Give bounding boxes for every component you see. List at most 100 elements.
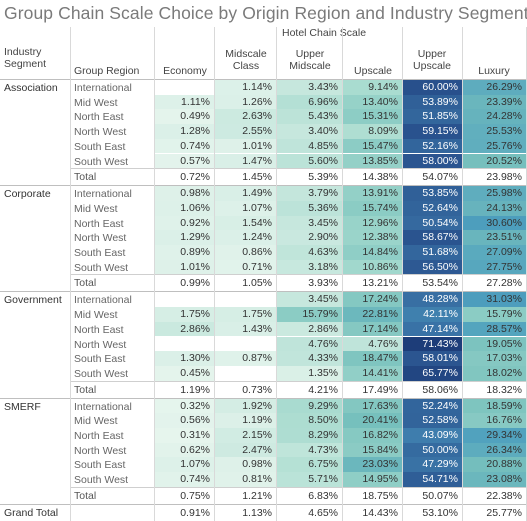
data-cell: 12.38% — [342, 230, 402, 245]
data-cell: 18.02% — [462, 365, 526, 381]
data-cell: 47.14% — [402, 321, 462, 337]
data-cell: 58.00% — [402, 153, 462, 169]
total-cell: 1.19% — [180, 383, 210, 396]
data-cell: 15.79% — [462, 307, 526, 322]
data-cell: 6.96% — [276, 94, 342, 110]
data-cell: 1.30% — [154, 351, 214, 366]
data-cell: 15.47% — [342, 138, 402, 154]
data-cell: 23.51% — [462, 230, 526, 245]
data-cell: 0.98% — [154, 186, 214, 201]
data-cell: 5.60% — [276, 153, 342, 169]
region-label: North East — [74, 430, 124, 442]
region-label: North West — [74, 232, 127, 245]
data-cell: 53.89% — [402, 94, 462, 110]
data-cell: 5.43% — [276, 109, 342, 125]
data-cell: 2.55% — [214, 124, 276, 139]
row-header-region: Group Region — [74, 65, 140, 77]
data-cell: 4.73% — [276, 442, 342, 458]
total-cell: 54.07% — [422, 171, 458, 184]
data-cell: 3.40% — [276, 124, 342, 139]
data-cell: 3.79% — [276, 186, 342, 201]
data-cell: 25.76% — [462, 138, 526, 154]
data-cell: 1.29% — [154, 230, 214, 245]
data-cell: 23.39% — [462, 94, 526, 110]
total-cell: 0.75% — [180, 489, 210, 502]
data-cell: 52.64% — [402, 200, 462, 216]
data-cell: 51.85% — [402, 109, 462, 125]
data-cell: 20.52% — [462, 153, 526, 169]
column-header-upper-midscale: Upper Midscale — [289, 48, 331, 72]
segment-rule — [0, 185, 527, 187]
data-cell: 0.57% — [154, 153, 214, 169]
total-rule — [70, 380, 527, 382]
total-cell: 3.93% — [308, 277, 338, 290]
data-cell: 22.81% — [342, 307, 402, 322]
data-cell: 18.59% — [462, 398, 526, 414]
data-cell: 51.68% — [402, 245, 462, 260]
data-cell: 28.57% — [462, 321, 526, 337]
data-cell: 0.81% — [214, 472, 276, 487]
column-rule — [154, 27, 155, 521]
total-cell: 4.21% — [308, 383, 338, 396]
data-cell: 0.86% — [214, 245, 276, 260]
data-cell: 0.32% — [154, 398, 214, 414]
data-cell: 20.41% — [342, 413, 402, 428]
data-cell: 29.34% — [462, 428, 526, 443]
data-cell: 27.09% — [462, 245, 526, 260]
data-cell: 6.75% — [276, 457, 342, 473]
data-cell: 13.85% — [342, 153, 402, 169]
data-cell: 53.85% — [402, 186, 462, 201]
data-cell: 58.67% — [402, 230, 462, 245]
total-cell: 22.38% — [486, 489, 522, 502]
data-cell: 59.15% — [402, 124, 462, 139]
data-cell: 16.82% — [342, 428, 402, 443]
total-rule — [70, 274, 527, 276]
column-header-upscale: Upscale — [354, 65, 392, 77]
data-cell: 31.03% — [462, 292, 526, 308]
data-cell: 1.49% — [214, 186, 276, 201]
data-cell: 56.50% — [402, 259, 462, 275]
region-label: South East — [74, 140, 126, 153]
total-cell: 0.72% — [180, 171, 210, 184]
segment-rule — [0, 397, 527, 399]
data-cell: 2.47% — [214, 442, 276, 458]
data-cell: 52.58% — [402, 413, 462, 428]
segment-label: Corporate — [4, 188, 51, 201]
data-cell: 8.50% — [276, 413, 342, 428]
column-rule — [462, 27, 463, 521]
data-cell: 1.43% — [214, 321, 276, 337]
total-cell: 0.73% — [242, 383, 272, 396]
column-rule — [276, 27, 277, 521]
total-cell: 23.98% — [486, 171, 522, 184]
data-cell: 25.53% — [462, 124, 526, 139]
region-label: Mid West — [74, 202, 118, 215]
data-cell: 0.71% — [214, 259, 276, 275]
region-label: North West — [74, 338, 127, 351]
data-cell: 0.49% — [154, 109, 214, 125]
region-label: North East — [74, 111, 124, 124]
header-rule — [0, 79, 527, 80]
data-cell: 1.19% — [214, 413, 276, 428]
data-cell: 20.88% — [462, 457, 526, 473]
data-cell: 19.05% — [462, 336, 526, 352]
data-cell: 1.35% — [276, 365, 342, 381]
data-cell: 1.14% — [214, 80, 276, 95]
data-cell: 1.07% — [154, 457, 214, 473]
column-header-luxury: Luxury — [478, 65, 510, 77]
total-label: Total — [74, 383, 97, 396]
column-rule — [402, 27, 403, 521]
data-cell: 58.01% — [402, 351, 462, 366]
region-label: International — [74, 188, 132, 201]
grand-total-cell: 0.91% — [180, 506, 210, 519]
data-cell: 15.31% — [342, 109, 402, 125]
data-cell: 4.76% — [276, 336, 342, 352]
data-cell: 2.63% — [214, 109, 276, 125]
data-cell: 0.56% — [154, 413, 214, 428]
data-cell: 13.40% — [342, 94, 402, 110]
data-cell: 17.24% — [342, 292, 402, 308]
segment-rule — [0, 291, 527, 293]
data-cell: 1.28% — [154, 124, 214, 139]
region-label: North West — [74, 444, 127, 457]
grand-total-cell: 53.10% — [422, 506, 458, 519]
total-cell: 58.06% — [422, 383, 458, 396]
